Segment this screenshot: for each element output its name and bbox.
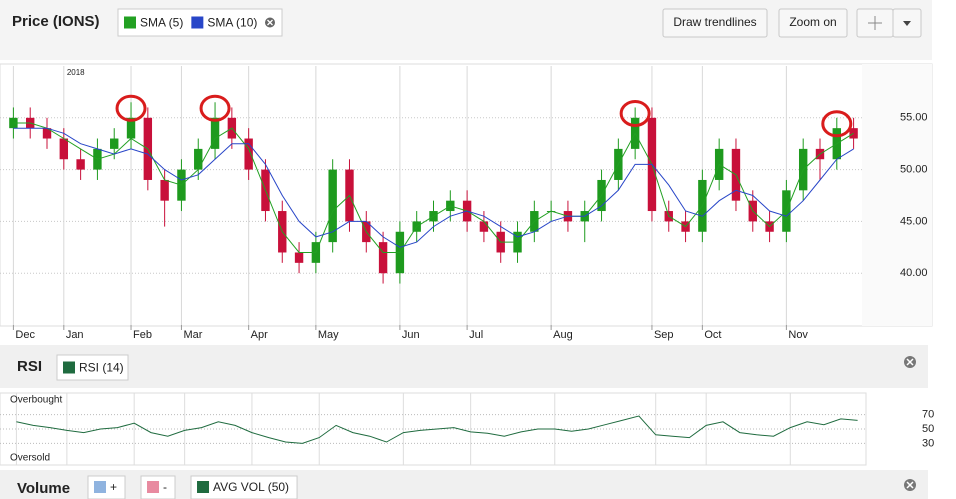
candle-body: [76, 159, 85, 170]
x-tick-label: Oct: [704, 329, 721, 341]
x-tick-label: Feb: [133, 329, 152, 341]
oversold-label: Oversold: [10, 453, 50, 464]
legend-label: +: [110, 480, 117, 494]
y-tick-label: 45.00: [900, 215, 928, 227]
legend-swatch: [147, 481, 160, 493]
rsi-header: [0, 345, 928, 388]
legend-swatch: [191, 16, 204, 29]
legend-swatch: [94, 481, 106, 493]
candle-body: [479, 221, 489, 232]
legend: RSI (14): [63, 361, 124, 375]
y-tick-label: 50.00: [900, 164, 928, 176]
legend-swatch: [197, 481, 210, 493]
candle-body: [160, 179, 169, 201]
y-tick-label: 30: [922, 437, 934, 449]
y-tick-label: 70: [922, 409, 934, 421]
year-label: 2018: [67, 68, 85, 77]
y-tick-label: 55.00: [900, 112, 928, 124]
legend-label: -: [163, 480, 167, 494]
candle-body: [59, 138, 69, 160]
x-tick-label: Jun: [402, 329, 420, 341]
button-label: Zoom on: [789, 15, 836, 29]
legend-box: [87, 475, 126, 499]
x-tick-label: Sep: [654, 329, 674, 341]
overbought-label: Overbought: [10, 395, 62, 406]
x-tick-label: Jul: [469, 329, 483, 341]
y-tick-label: 40.00: [900, 267, 928, 279]
highlight-circle: [115, 94, 147, 122]
legend-box: [190, 475, 298, 499]
legend-label: RSI (14): [79, 361, 124, 375]
legend-label: SMA (10): [207, 16, 257, 30]
candle-body: [294, 252, 304, 263]
volume-title: Volume: [17, 480, 70, 497]
legend: SMA (5) SMA (10): [124, 16, 257, 30]
rsi-chart: 70 50 30 Overbought Oversold: [0, 393, 934, 465]
sma-line: [13, 127, 854, 248]
highlight-circle: [619, 99, 651, 127]
rsi-line: [16, 415, 858, 444]
rsi-close[interactable]: [904, 356, 916, 368]
button-label: Draw trendlines: [673, 15, 756, 29]
y-tick-label: 50: [922, 423, 934, 435]
volume-close[interactable]: [904, 479, 916, 491]
candle-body: [42, 128, 52, 139]
price-title: Price (IONS): [12, 13, 100, 30]
volume-header: [0, 470, 928, 499]
candle-body: [378, 242, 388, 274]
x-tick-label: Apr: [251, 329, 268, 341]
x-tick-label: Mar: [183, 329, 202, 341]
legend-label: AVG VOL (50): [213, 480, 289, 494]
x-tick-label: Aug: [553, 329, 573, 341]
price-chart: 40.00 45.00 50.00 55.00 Dec Jan 2018 Feb Mar Apr M…: [0, 66, 928, 341]
highlight-circle: [199, 94, 231, 122]
candle-body: [110, 138, 119, 149]
draw-trendlines-button[interactable]: Draw trendlines: [662, 8, 768, 38]
zoom-button[interactable]: Zoom on: [778, 8, 848, 38]
candle-body: [210, 117, 220, 149]
highlight-circle: [821, 110, 853, 138]
legend-box: [117, 8, 283, 37]
x-tick-label: Nov: [788, 329, 808, 341]
legend-label: SMA (5): [140, 16, 183, 30]
legend-swatch: [124, 16, 136, 29]
candle-body: [126, 117, 136, 139]
price-axis-area: [862, 64, 932, 326]
menu-dropdown[interactable]: [892, 8, 922, 38]
crosshair-button[interactable]: [856, 8, 894, 38]
price-plot: [0, 63, 933, 327]
candle-body: [194, 148, 203, 170]
legend: + - AVG VOL (50): [87, 475, 298, 499]
x-tick-label: Dec: [15, 329, 35, 341]
rsi-title: RSI: [17, 358, 42, 375]
x-tick-label: May: [318, 329, 339, 341]
legend-swatch: [63, 361, 75, 374]
x-tick-label: Jan: [66, 329, 84, 341]
candle-body: [244, 138, 253, 170]
candle-body: [328, 169, 337, 243]
legend-close[interactable]: [265, 17, 275, 28]
